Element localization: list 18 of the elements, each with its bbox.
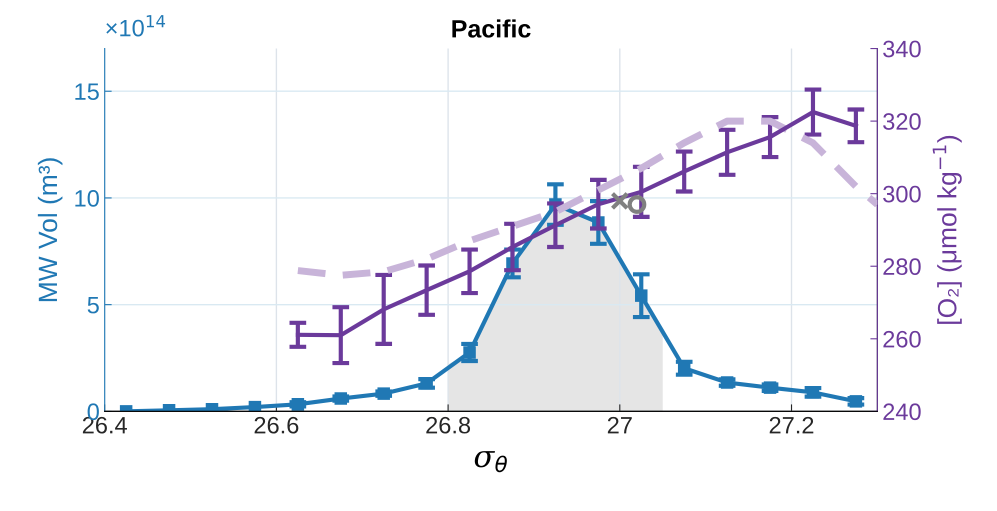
x-tick-label: 27.2 bbox=[770, 416, 814, 434]
y2-tick-label: 240 bbox=[883, 403, 921, 420]
y-tick-label: 5 bbox=[88, 296, 99, 314]
x-tick-label: 27 bbox=[608, 416, 632, 434]
y-axis-title: MW Vol (m³) bbox=[38, 158, 62, 302]
x-axis-title: σ$_{θ}$ bbox=[474, 451, 507, 472]
x-tick-label: 26.8 bbox=[426, 416, 470, 434]
y2-tick-label: 260 bbox=[883, 330, 921, 348]
y2-tick-label: 340 bbox=[883, 40, 921, 58]
y2-axis-title: [O₂] (μmol kg$^{−1}$) bbox=[932, 136, 962, 324]
x-tick-label: 26.6 bbox=[254, 416, 298, 434]
y-tick-label: 10 bbox=[75, 190, 99, 207]
text: ×10$^{14}$ bbox=[106, 15, 166, 36]
chart-title: Pacific bbox=[452, 19, 531, 38]
y2-tick-label: 300 bbox=[883, 186, 921, 202]
y2-tick-label: 320 bbox=[883, 113, 921, 130]
y-tick-label: 15 bbox=[75, 84, 99, 100]
y2-tick-label: 280 bbox=[883, 258, 921, 276]
